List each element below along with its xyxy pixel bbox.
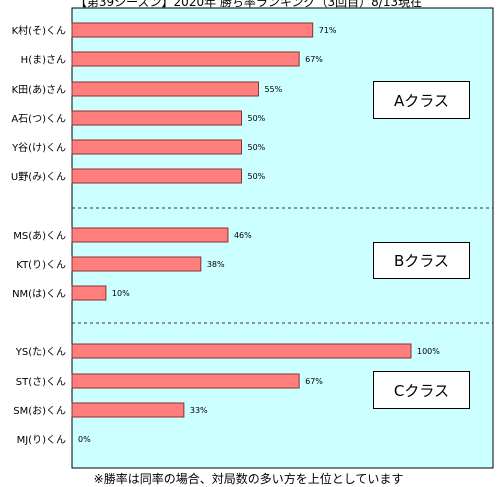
category-label: K田(あ)さん [12, 84, 66, 96]
category-label: NM(は)くん [12, 288, 66, 300]
category-label: MJ(り)くん [17, 434, 66, 446]
bar [71, 256, 202, 272]
data-label: 33% [190, 406, 208, 415]
data-label: 0% [78, 435, 91, 444]
data-label: 67% [305, 377, 323, 386]
category-label: H(ま)さん [21, 54, 66, 66]
bar [71, 81, 259, 97]
category-label: ST(さ)くん [16, 376, 66, 388]
data-label: 50% [248, 114, 266, 123]
data-label: 50% [248, 172, 266, 181]
category-label: K村(そ)くん [12, 24, 66, 37]
category-label: A石(つ)くん [11, 113, 66, 125]
bar [71, 227, 229, 243]
data-label: 67% [305, 55, 323, 64]
bar [71, 22, 314, 38]
bar [71, 51, 300, 67]
category-label: MS(あ)くん [13, 230, 66, 242]
bar [71, 285, 107, 301]
data-label: 100% [417, 347, 440, 356]
data-label: 38% [207, 260, 225, 269]
category-label: Y谷(け)くん [11, 142, 66, 154]
bar [71, 110, 242, 126]
bar [71, 373, 300, 389]
chart-footnote: ※勝率は同率の場合、対局数の多い方を上位としています [93, 472, 404, 486]
data-label: 50% [248, 143, 266, 152]
category-label: KT(り)くん [16, 259, 66, 271]
category-label: U野(み)くん [11, 171, 66, 183]
bar [71, 139, 242, 155]
data-label: 55% [264, 85, 282, 94]
data-label: 46% [234, 231, 252, 240]
class-box-a: Aクラス [373, 81, 470, 119]
class-box-c: Cクラス [373, 371, 470, 409]
bar [71, 402, 185, 418]
category-label: YS(た)くん [15, 346, 66, 358]
category-label: SM(お)くん [13, 405, 66, 417]
class-box-b: Bクラス [373, 242, 470, 279]
chart-title: 【第39シーズン】2020年 勝ち率ランキング（3回目）8/13現在 [74, 0, 423, 9]
bar [71, 343, 412, 359]
bar [71, 168, 242, 184]
data-label: 71% [319, 26, 337, 35]
data-label: 10% [112, 289, 130, 298]
